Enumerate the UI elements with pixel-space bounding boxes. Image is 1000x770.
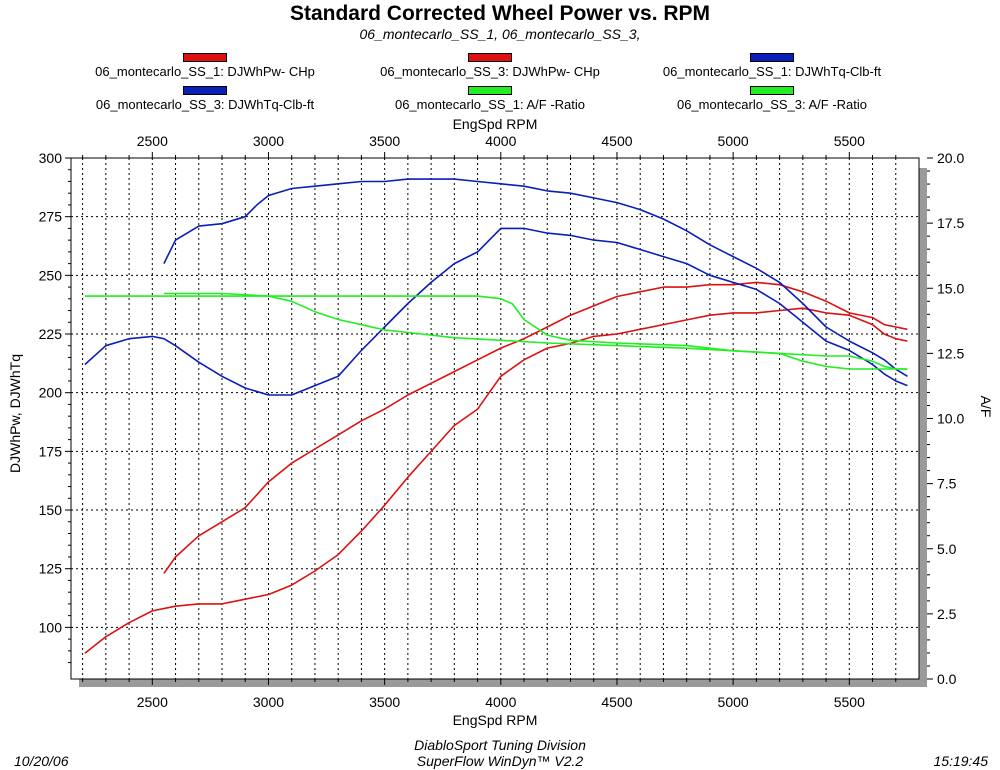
series-line-1 (163, 281, 908, 574)
series-group (84, 178, 908, 654)
legend-swatch (468, 53, 512, 62)
legend-item: 06_montecarlo_SS_1: DJWhTq-Clb-ft (622, 53, 922, 79)
legend-label: 06_montecarlo_SS_3: A/F -Ratio (676, 97, 868, 112)
legend-swatch (750, 53, 794, 62)
y-right-tick-label: 20.0 (937, 150, 964, 166)
series-line-6 (84, 295, 908, 370)
legend-label: 06_montecarlo_SS_3: DJWhTq-Clb-ft (95, 97, 315, 112)
legend-item: 06_montecarlo_SS_1: DJWhPw- CHp (55, 53, 355, 79)
y-left-tick-label: 175 (39, 443, 63, 459)
x-tick-label-top: 3000 (253, 133, 284, 149)
y-left-tick-label: 250 (39, 267, 63, 283)
y-right-tick-label: 17.5 (937, 215, 964, 231)
x-tick-label-bottom: 4000 (485, 694, 516, 710)
legend-label: 06_montecarlo_SS_1: DJWhPw- CHp (95, 64, 315, 79)
footer-date: 10/20/06 (14, 753, 69, 769)
y-right-tick-label: 12.5 (937, 345, 964, 361)
legend-item: 06_montecarlo_SS_3: DJWhPw- CHp (340, 53, 640, 79)
y-left-tick-label: 150 (39, 502, 63, 518)
y-left-tick-label: 125 (39, 561, 63, 577)
x-axis-label-bottom: EngSpd RPM (453, 712, 538, 728)
footer-software: SuperFlow WinDyn™ V2.2 (416, 753, 584, 769)
legend-item: 06_montecarlo_SS_1: A/F -Ratio (340, 86, 640, 112)
chart-subtitle: 06_montecarlo_SS_1, 06_montecarlo_SS_3, (359, 26, 641, 42)
legend-swatch (183, 53, 227, 62)
legend-swatch (183, 86, 227, 95)
series-line-4 (84, 227, 908, 396)
x-tick-label-top: 2500 (137, 133, 168, 149)
y-left-tick-label: 275 (39, 209, 63, 225)
x-tick-label-bottom: 4500 (601, 694, 632, 710)
x-axis-label-top: EngSpd RPM (453, 116, 538, 132)
x-tick-label-top: 5500 (834, 133, 865, 149)
x-tick-label-top: 4500 (601, 133, 632, 149)
x-tick-label-bottom: 3500 (369, 694, 400, 710)
legend-swatch (468, 86, 512, 95)
footer-division: DiabloSport Tuning Division (414, 737, 586, 753)
legend-label: 06_montecarlo_SS_1: A/F -Ratio (394, 97, 586, 112)
y-right-tick-label: 10.0 (937, 411, 964, 427)
series-line-5 (163, 292, 908, 370)
legend-item: 06_montecarlo_SS_3: DJWhTq-Clb-ft (55, 86, 355, 112)
y-left-tick-label: 200 (39, 385, 63, 401)
legend-swatch (750, 86, 794, 95)
y-right-tick-label: 2.5 (937, 606, 957, 622)
x-tick-label-top: 3500 (369, 133, 400, 149)
chart-title: Standard Corrected Wheel Power vs. RPM (289, 2, 711, 25)
legend-item: 06_montecarlo_SS_3: A/F -Ratio (622, 86, 922, 112)
x-tick-label-bottom: 5000 (718, 694, 749, 710)
x-tick-label-bottom: 3000 (253, 694, 284, 710)
legend-label: 06_montecarlo_SS_1: DJWhTq-Clb-ft (662, 64, 882, 79)
y-axis-label-right: A/F (978, 396, 994, 418)
x-tick-label-bottom: 2500 (137, 694, 168, 710)
x-tick-label-bottom: 5500 (834, 694, 865, 710)
grid (71, 157, 919, 679)
plot-area (70, 157, 920, 680)
y-right-tick-label: 7.5 (937, 476, 957, 492)
x-tick-label-top: 4000 (485, 133, 516, 149)
legend-label: 06_montecarlo_SS_3: DJWhPw- CHp (380, 64, 600, 79)
y-right-tick-label: 0.0 (937, 671, 957, 687)
y-left-tick-label: 100 (39, 619, 63, 635)
y-left-tick-label: 225 (39, 326, 63, 342)
y-right-tick-label: 5.0 (937, 541, 957, 557)
series-line-3 (163, 178, 908, 377)
x-tick-label-top: 5000 (718, 133, 749, 149)
footer-time: 15:19:45 (933, 753, 989, 769)
y-left-tick-label: 300 (39, 150, 63, 166)
y-axis-label-left: DJWhPw, DJWhTq (7, 354, 23, 473)
y-right-tick-label: 15.0 (937, 280, 964, 296)
series-line-2 (84, 307, 908, 654)
